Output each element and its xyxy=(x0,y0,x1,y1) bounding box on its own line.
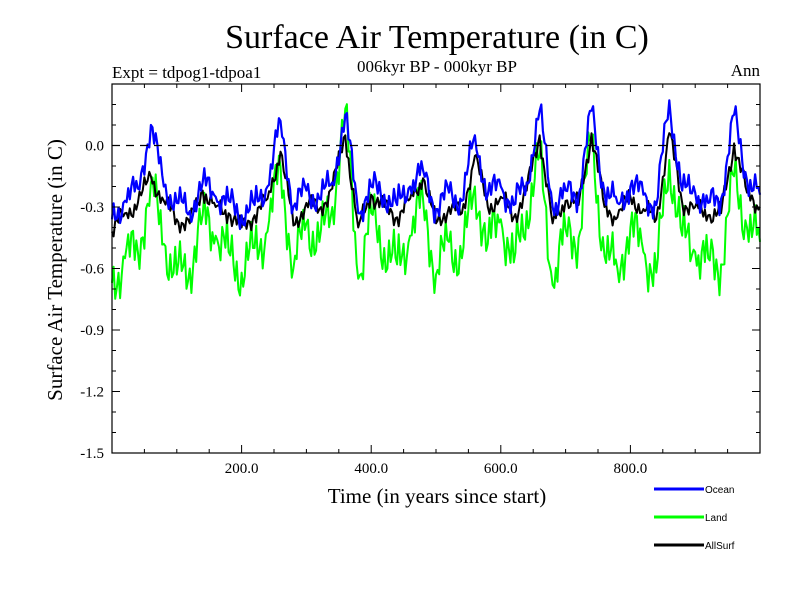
y-tick-label: -0.3 xyxy=(80,200,104,216)
x-tick-label: 800.0 xyxy=(614,461,648,477)
legend-label-land: Land xyxy=(705,513,727,524)
y-tick-label: -0.6 xyxy=(80,262,104,278)
series-line-ocean xyxy=(110,99,762,231)
series-line-land xyxy=(111,103,761,300)
x-tick-label: 200.0 xyxy=(225,461,259,477)
y-tick-label: -1.2 xyxy=(80,385,104,401)
experiment-label: Expt = tdpog1-tdpoa1 xyxy=(112,63,261,82)
chart-subtitle: 006kyr BP - 000kyr BP xyxy=(357,57,517,76)
x-axis-label: Time (in years since start) xyxy=(328,484,547,508)
y-tick-label: -0.9 xyxy=(80,323,104,339)
x-tick-label: 600.0 xyxy=(484,461,518,477)
x-tick-label: 400.0 xyxy=(354,461,388,477)
plot-series xyxy=(110,99,762,300)
y-axis: -1.5 -1.2 -0.9 -0.6 -0.3 0.0 xyxy=(80,83,760,462)
y-tick-label: 0.0 xyxy=(85,139,104,155)
y-axis-label: Surface Air Temperature (in C) xyxy=(43,139,67,401)
season-label: Ann xyxy=(731,61,761,80)
chart-title: Surface Air Temperature (in C) xyxy=(225,19,649,56)
legend-label-allsurf: AllSurf xyxy=(705,541,735,552)
y-tick-label: -1.5 xyxy=(80,446,104,462)
x-axis: 200.0 400.0 600.0 800.0 xyxy=(143,84,729,477)
legend: Ocean Land AllSurf xyxy=(654,485,735,552)
legend-label-ocean: Ocean xyxy=(705,485,734,496)
